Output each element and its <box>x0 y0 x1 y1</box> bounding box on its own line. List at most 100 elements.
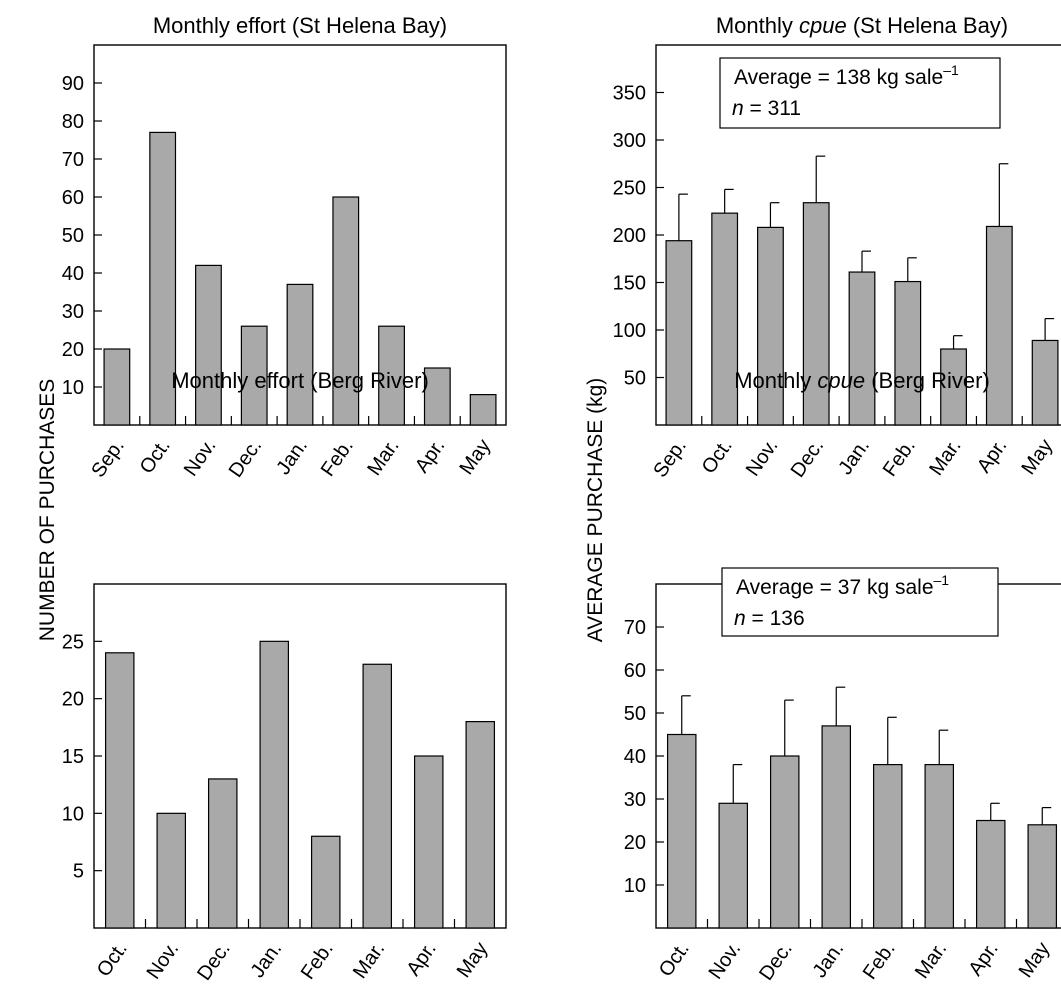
bar <box>802 202 830 426</box>
x-tick-label: May <box>456 435 496 479</box>
bar <box>821 725 852 929</box>
annotation-n: n = 136 <box>734 607 805 630</box>
y-tick-label: 300 <box>613 130 646 152</box>
x-tick-label: Sep. <box>87 435 129 481</box>
title-part: (St Helena Bay) <box>847 13 1008 38</box>
x-tick-label: Mar. <box>925 435 965 479</box>
x-tick-label: Jan. <box>272 435 312 479</box>
bar <box>711 212 739 426</box>
y-tick-label: 25 <box>62 631 84 653</box>
x-tick-label: Jan. <box>834 435 874 479</box>
y-tick-label: 20 <box>624 832 646 854</box>
x-tick-label: Nov. <box>742 435 783 480</box>
bar <box>362 663 393 929</box>
x-tick-label: Mar. <box>363 435 403 479</box>
x-tick-label: Dec. <box>755 938 797 984</box>
y-tick-label: 50 <box>62 225 84 247</box>
x-tick-label: Mar. <box>911 938 951 982</box>
y-tick-label: 15 <box>62 746 84 768</box>
bar <box>286 283 314 426</box>
x-tick-label: Oct. <box>698 435 737 478</box>
annotation-n-symbol: n <box>732 97 744 120</box>
y-tick-label: 50 <box>624 703 646 725</box>
y-tick-label: 20 <box>62 339 84 361</box>
x-tick-label: Nov. <box>143 938 184 983</box>
annotation-n: n = 311 <box>732 97 801 120</box>
y-tick-label: 20 <box>62 689 84 711</box>
annotation-n-value: = 136 <box>746 607 805 630</box>
y-tick-label: 70 <box>62 149 84 171</box>
y-tick-label: 200 <box>613 225 646 247</box>
annotation-average-text: Average = 37 kg sale <box>736 576 934 599</box>
x-tick-label: Dec. <box>787 435 829 481</box>
x-tick-label: Jan. <box>809 938 849 982</box>
bar <box>757 226 784 426</box>
bar <box>259 640 290 929</box>
annotation-average-text: Average = 138 kg sale <box>734 66 943 89</box>
x-tick-label: May <box>1015 938 1055 982</box>
y-tick-label: 60 <box>624 660 646 682</box>
bar <box>156 812 187 929</box>
x-tick-label: Apr. <box>964 938 1002 980</box>
y-tick-label: 250 <box>613 178 646 200</box>
x-tick-label: Oct. <box>136 435 175 478</box>
y-tick-label: 40 <box>624 746 646 768</box>
chart-panel-1: Monthly effort (St Helena Bay) 10 20 30 40 50… <box>62 13 507 482</box>
x-tick-label: Apr. <box>402 938 440 980</box>
chart-panels: Monthly effort (St Helena Bay) 10 20 30 40 50… <box>62 13 1061 985</box>
bar <box>985 225 1013 426</box>
y-tick-label: 10 <box>624 875 646 897</box>
bar <box>975 819 1006 929</box>
plot-frame <box>93 583 507 929</box>
bar <box>423 367 451 426</box>
bar <box>872 763 903 929</box>
annotation-n-value: = 311 <box>744 97 801 120</box>
bar <box>378 325 405 426</box>
bar <box>207 778 238 929</box>
annotation-n-symbol: n <box>734 607 746 630</box>
bar <box>1027 824 1058 929</box>
x-tick-label: Oct. <box>655 938 694 981</box>
bar <box>848 271 876 426</box>
bar <box>104 652 135 929</box>
annotation-box <box>721 567 999 637</box>
x-tick-label: Feb. <box>879 435 920 480</box>
title-part: cpue <box>817 368 865 393</box>
y-tick-label: 70 <box>624 617 646 639</box>
annotation-average: Average = 138 kg sale–1 <box>734 62 959 89</box>
title-part: Monthly <box>734 368 817 393</box>
x-tick-label: Feb. <box>317 435 358 480</box>
x-tick-label: May <box>453 938 493 982</box>
x-tick-label: Sep. <box>649 435 691 481</box>
title-part: cpue <box>799 13 847 38</box>
annotation-box <box>719 57 1001 129</box>
bar <box>195 264 222 426</box>
chart-panel-2: Monthly cpue (St Helena Bay) 50 100 150 200 2… <box>613 13 1061 482</box>
bar <box>924 763 955 929</box>
y-tick-label: 350 <box>613 83 646 105</box>
y-tick-label: 100 <box>613 320 646 342</box>
chart-title: Monthly effort (St Helena Bay) <box>153 13 447 38</box>
y-tick-label: 30 <box>62 301 84 323</box>
bar <box>310 835 341 929</box>
title-part: (Berg River) <box>865 368 990 393</box>
x-tick-label: Dec. <box>225 435 267 481</box>
annotation-average: Average = 37 kg sale–1 <box>736 572 949 599</box>
bar <box>103 348 131 426</box>
y-tick-label: 50 <box>624 368 646 390</box>
bar <box>665 240 693 426</box>
bar <box>465 720 496 929</box>
chart-title: Monthly cpue (St Helena Bay) <box>716 13 1008 38</box>
x-tick-label: Dec. <box>193 938 235 984</box>
bar <box>469 394 497 426</box>
bar <box>1031 339 1059 426</box>
bar <box>666 733 697 929</box>
y-tick-label: 150 <box>613 273 646 295</box>
bar <box>149 131 177 426</box>
x-tick-label: Apr. <box>973 435 1011 477</box>
bar <box>769 755 800 929</box>
bar <box>240 325 268 426</box>
x-tick-label: Nov. <box>180 435 221 480</box>
y-tick-label: 30 <box>624 789 646 811</box>
annotation-average-superscript: –1 <box>943 62 959 78</box>
